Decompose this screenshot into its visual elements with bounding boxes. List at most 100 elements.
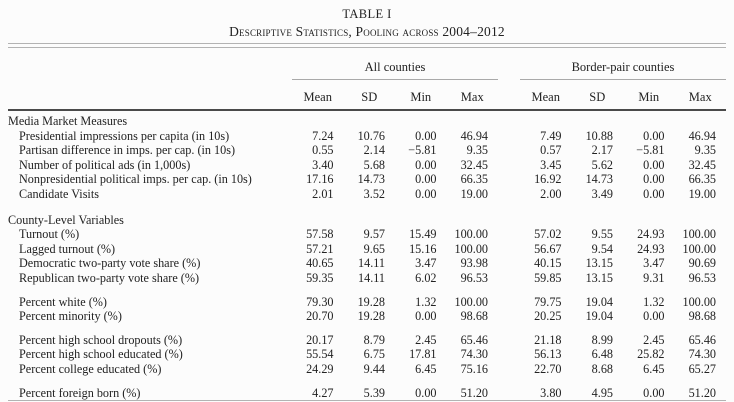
cell-value: 14.73	[585, 172, 613, 187]
cell-value: 0.00	[415, 309, 437, 324]
stat-header-mean-border: Mean	[520, 79, 572, 111]
cell-value: 55.54	[306, 347, 334, 362]
cell-value: 9.65	[363, 241, 385, 256]
cell-value: 21.18	[534, 332, 562, 347]
cell-value: 65.27	[688, 361, 716, 376]
cell-value: 6.45	[643, 361, 665, 376]
cell-value: 9.35	[694, 143, 716, 158]
column-group-all-counties: All counties	[292, 48, 498, 80]
spacer-cell	[8, 377, 726, 386]
cell-value: 57.21	[306, 241, 334, 256]
table-title: TABLE I	[342, 7, 392, 21]
cell-value: 19.28	[357, 294, 385, 309]
cell-value: 79.75	[534, 294, 562, 309]
spacer-row	[8, 377, 726, 386]
cell-value: 0.00	[415, 186, 437, 201]
row-label: Republican two-party vote share (%)	[19, 270, 200, 285]
cell-value: 19.04	[585, 294, 613, 309]
cell-value: 0.00	[415, 157, 437, 172]
cell-value: 3.40	[312, 157, 334, 172]
cell-value: 17.16	[306, 172, 334, 187]
cell-value: 57.58	[306, 227, 334, 242]
stat-header-gap	[498, 79, 520, 111]
cell-value: 13.15	[585, 270, 613, 285]
cell-value: 96.53	[460, 270, 488, 285]
column-group-row: All counties Border-pair counties	[8, 48, 726, 80]
section-header: County-Level Variables	[8, 212, 124, 227]
row-label: Presidential impressions per capita (in …	[19, 128, 230, 143]
cell-value: 65.46	[688, 332, 716, 347]
spacer-row	[8, 324, 726, 333]
cell-value: 2.01	[312, 186, 334, 201]
cell-value: 0.00	[643, 186, 665, 201]
cell-value: 93.98	[460, 256, 488, 271]
column-gap-cell	[498, 386, 520, 401]
row-label: Percent high school dropouts (%)	[19, 332, 183, 347]
cell-value: 15.16	[409, 241, 437, 256]
cell-value: 0.55	[312, 143, 334, 158]
cell-value: 66.35	[460, 172, 488, 187]
spacer-row	[8, 202, 726, 213]
column-gap-cell	[498, 362, 520, 377]
table-row: Percent college educated (%) 24.29 9.44 6.4…	[8, 362, 726, 377]
cell-value: 24.29	[306, 361, 334, 376]
cell-value: 2.45	[643, 332, 665, 347]
cell-value: 1.32	[415, 294, 437, 309]
cell-value: 9.31	[643, 270, 665, 285]
table-row: Percent high school educated (%) 55.54 6.7…	[8, 347, 726, 362]
stat-header-row: Mean SD Min Max Mean SD Min Max	[8, 79, 726, 111]
cell-value: 17.81	[409, 347, 437, 362]
cell-value: 3.80	[540, 385, 562, 400]
cell-value: 0.00	[643, 385, 665, 400]
table-row: Nonpresidential political imps. per cap.…	[8, 172, 726, 187]
cell-value: 3.45	[540, 157, 562, 172]
cell-value: 40.15	[534, 256, 562, 271]
table-row: Candidate Visits 2.01 3.52 0.00 19.00 2.00 3.4…	[8, 187, 726, 202]
cell-value: 9.44	[363, 361, 385, 376]
table-row: Percent minority (%) 20.70 19.28 0.00 98.68 2…	[8, 309, 726, 324]
cell-value: 6.48	[591, 347, 613, 362]
section-header-row: Media Market Measures	[8, 110, 726, 129]
cell-value: −5.81	[636, 143, 665, 158]
cell-value: 10.88	[585, 128, 613, 143]
cell-value: 56.13	[534, 347, 562, 362]
cell-value: 57.02	[534, 227, 562, 242]
stat-header-min-border: Min	[623, 79, 675, 111]
cell-value: 0.00	[643, 157, 665, 172]
cell-value: 9.57	[363, 227, 385, 242]
cell-value: 5.68	[363, 157, 385, 172]
cell-value: 22.70	[534, 361, 562, 376]
cell-value: 20.25	[534, 309, 562, 324]
column-gap-cell	[498, 347, 520, 362]
row-label: Democratic two-party vote share (%)	[19, 256, 201, 271]
cell-value: 3.49	[591, 186, 613, 201]
cell-value: 19.04	[585, 309, 613, 324]
table-row: Percent white (%) 79.30 19.28 1.32 100.00 79.…	[8, 295, 726, 310]
cell-value: 51.20	[460, 385, 488, 400]
stat-header-max-all: Max	[446, 79, 498, 111]
stat-header-max-border: Max	[674, 79, 726, 111]
cell-value: 1.32	[643, 294, 665, 309]
cell-value: 2.00	[540, 186, 562, 201]
cell-value: 98.68	[688, 309, 716, 324]
row-label: Percent foreign born (%)	[19, 385, 141, 400]
column-gap-cell	[498, 295, 520, 310]
cell-value: −5.81	[408, 143, 437, 158]
column-group-gap	[498, 48, 520, 80]
cell-value: 51.20	[688, 385, 716, 400]
section-header: Media Market Measures	[8, 114, 128, 128]
cell-value: 24.93	[637, 227, 665, 242]
table-row: Lagged turnout (%) 57.21 9.65 15.16 100.00 56…	[8, 242, 726, 257]
table-row: Partisan difference in imps. per cap. (i…	[8, 143, 726, 158]
table-subtitle: Descriptive Statistics, Pooling across 2…	[229, 24, 505, 39]
column-gap-cell	[498, 129, 520, 144]
cell-value: 6.02	[415, 270, 437, 285]
cell-value: 3.52	[363, 186, 385, 201]
row-label: Turnout (%)	[19, 227, 80, 242]
table-row: Presidential impressions per capita (in …	[8, 129, 726, 144]
cell-value: 4.95	[591, 385, 613, 400]
cell-value: 59.35	[306, 270, 334, 285]
cell-value: 56.67	[534, 241, 562, 256]
cell-value: 79.30	[306, 294, 334, 309]
cell-value: 0.00	[643, 172, 665, 187]
